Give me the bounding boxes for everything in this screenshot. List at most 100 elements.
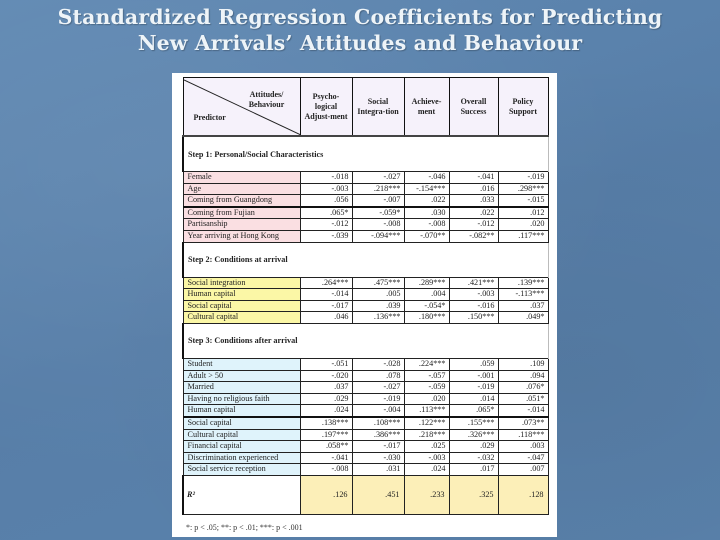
cell: .224*** bbox=[403, 357, 450, 371]
table-row: Social service reception -.008 .031 .024… bbox=[182, 463, 549, 476]
cell: -.041 bbox=[448, 171, 499, 184]
cell: .289*** bbox=[403, 276, 450, 290]
step-heading: Step 2: Conditions at arrival bbox=[182, 242, 549, 278]
table-row: Social integration .264*** .475*** .289*… bbox=[182, 276, 549, 290]
cell: -.003 bbox=[299, 182, 353, 196]
cell: -.059 bbox=[403, 381, 450, 394]
row-label: Financial capital bbox=[182, 440, 301, 453]
row-label: Social capital bbox=[182, 299, 301, 313]
cell: .051* bbox=[497, 392, 549, 406]
row-label: Adult > 50 bbox=[182, 369, 301, 383]
cell: .031 bbox=[351, 463, 405, 476]
cell: .020 bbox=[497, 218, 549, 231]
cell: -.047 bbox=[497, 451, 549, 465]
cell: -.027 bbox=[351, 171, 405, 184]
significance-footnote: *: p < .05; **: p < .01; ***: p < .001 bbox=[186, 523, 303, 532]
cell: .056 bbox=[299, 194, 353, 208]
cell: -.032 bbox=[448, 451, 499, 465]
cell: -.003 bbox=[403, 451, 450, 465]
cell: .065* bbox=[448, 404, 499, 418]
cell: -.046 bbox=[403, 171, 450, 184]
row-label: Year arriving at Hong Kong bbox=[182, 229, 301, 243]
column-header: Policy Support bbox=[497, 77, 549, 137]
table-row: Discrimination experienced -.041 -.030 -… bbox=[182, 451, 549, 465]
cell: -.051 bbox=[299, 357, 353, 371]
cell: .078 bbox=[351, 369, 405, 383]
row-label: Married bbox=[182, 381, 301, 394]
table-row: Coming from Guangdong .056 -.007 .022 .0… bbox=[182, 194, 549, 208]
table-row: Adult > 50 -.020 .078 -.057 -.001 .094 bbox=[182, 369, 549, 383]
cell: .003 bbox=[497, 440, 549, 453]
cell: .076* bbox=[497, 381, 549, 394]
cell: -.020 bbox=[299, 369, 353, 383]
regression-table-card: Attitudes/ Behaviour Predictor Psycho-lo… bbox=[172, 73, 557, 537]
cell: -.015 bbox=[497, 194, 549, 208]
step-heading: Step 3: Conditions after arrival bbox=[182, 323, 549, 359]
table-row: Year arriving at Hong Kong -.039 -.094**… bbox=[182, 229, 549, 243]
table-row: Student -.051 -.028 .224*** .059 .109 bbox=[182, 357, 549, 371]
cell: .126 bbox=[299, 474, 353, 515]
cell: .025 bbox=[403, 440, 450, 453]
cell: -.007 bbox=[351, 194, 405, 208]
cell: -.008 bbox=[351, 218, 405, 231]
cell: .024 bbox=[403, 463, 450, 476]
cell: .004 bbox=[403, 288, 450, 301]
table-row: Human capital -.014 .005 .004 -.003 -.11… bbox=[182, 288, 549, 301]
table-row: Partisanship -.012 -.008 -.008 -.012 .02… bbox=[182, 218, 549, 231]
cell: .264*** bbox=[299, 276, 353, 290]
column-header: Social Integra-tion bbox=[351, 77, 405, 137]
row-label: Student bbox=[182, 357, 301, 371]
cell: .118*** bbox=[497, 428, 549, 442]
cell: .128 bbox=[497, 474, 549, 515]
table-row: Cultural capital .046 .136*** .180*** .1… bbox=[182, 311, 549, 324]
cell: -.017 bbox=[299, 299, 353, 313]
table-row: Having no religious faith .029 -.019 .02… bbox=[182, 392, 549, 406]
cell: .007 bbox=[497, 463, 549, 476]
cell: -.027 bbox=[351, 381, 405, 394]
cell: .020 bbox=[403, 392, 450, 406]
slide-title: Standardized Regression Coefficients for… bbox=[0, 4, 720, 56]
cell: -.014 bbox=[497, 404, 549, 418]
table-row: Financial capital .058** -.017 .025 .029… bbox=[182, 440, 549, 453]
cell: .046 bbox=[299, 311, 353, 324]
diagonal-divider-icon bbox=[184, 79, 299, 135]
cell: -.018 bbox=[299, 171, 353, 184]
cell: .017 bbox=[448, 463, 499, 476]
cell: .109 bbox=[497, 357, 549, 371]
cell: .022 bbox=[448, 205, 499, 220]
cell: .180*** bbox=[403, 311, 450, 324]
column-header: Achieve-ment bbox=[403, 77, 450, 137]
cell: .033 bbox=[448, 194, 499, 208]
cell: .037 bbox=[497, 299, 549, 313]
cell: -.070** bbox=[403, 229, 450, 243]
cell: -.014 bbox=[299, 288, 353, 301]
cell: -.059* bbox=[351, 205, 405, 220]
cell: .150*** bbox=[448, 311, 499, 324]
cell: .029 bbox=[299, 392, 353, 406]
cell: -.094*** bbox=[351, 229, 405, 243]
row-label: Cultural capital bbox=[182, 428, 301, 442]
cell: -.008 bbox=[403, 218, 450, 231]
cell: -.019 bbox=[351, 392, 405, 406]
cell: .197*** bbox=[299, 428, 353, 442]
corner-top-label: Attitudes/ Behaviour bbox=[248, 90, 285, 109]
cell: .065* bbox=[299, 205, 353, 220]
cell: .073** bbox=[497, 415, 549, 430]
row-label: Coming from Guangdong bbox=[182, 194, 301, 208]
regression-table: Attitudes/ Behaviour Predictor Psycho-lo… bbox=[182, 77, 549, 515]
cell: .058** bbox=[299, 440, 353, 453]
table-row: Age -.003 .218*** -.154*** .016 .298*** bbox=[182, 182, 549, 196]
cell: .005 bbox=[351, 288, 405, 301]
cell: .475*** bbox=[351, 276, 405, 290]
cell: -.039 bbox=[299, 229, 353, 243]
row-label: Age bbox=[182, 182, 301, 196]
cell: .037 bbox=[299, 381, 353, 394]
cell: .298*** bbox=[497, 182, 549, 196]
row-label: Cultural capital bbox=[182, 311, 301, 324]
row-label: Having no religious faith bbox=[182, 392, 301, 406]
cell: -.154*** bbox=[403, 182, 450, 196]
cell: .122*** bbox=[403, 415, 450, 430]
cell: -.041 bbox=[299, 451, 353, 465]
table-row: Cultural capital .197*** .386*** .218***… bbox=[182, 428, 549, 442]
row-label: Social integration bbox=[182, 276, 301, 290]
